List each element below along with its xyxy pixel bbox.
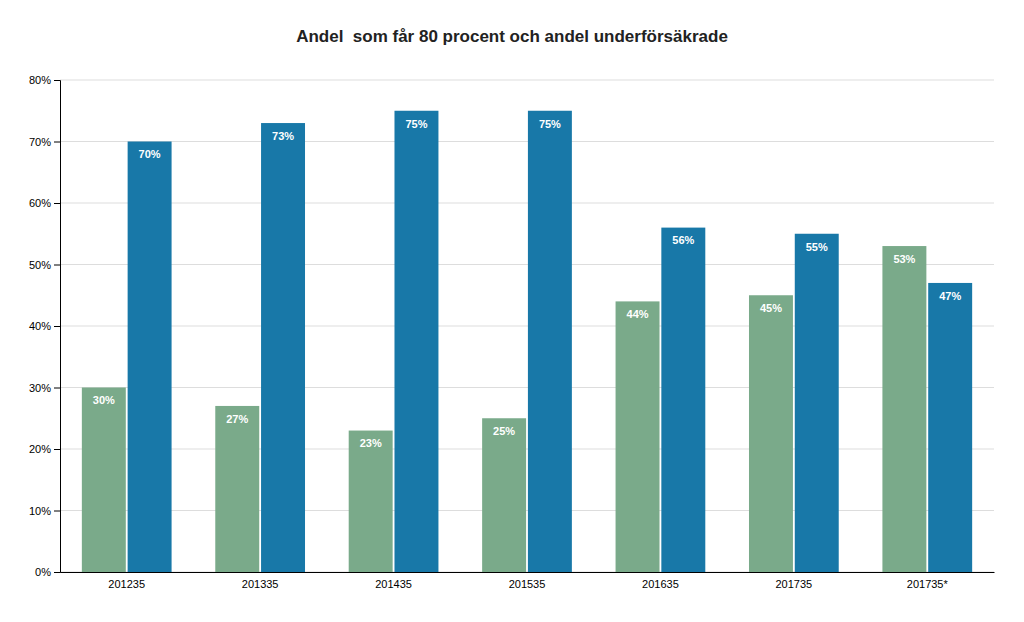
grid-line [60,449,994,450]
y-axis-line [54,81,61,573]
data-label: 47% [939,290,961,302]
y-tick-label: 20% [29,443,51,455]
x-axis: 201235 201335 201435 201535 201635 201735 2017… [61,573,995,591]
x-tick: 201435 [375,578,412,590]
bar [749,295,793,572]
bar [394,111,438,572]
data-label: 25% [493,425,515,437]
y-tick: 20% [29,443,60,455]
bar [528,111,572,572]
grid-line [60,264,994,265]
y-tick-label: 0% [35,566,51,578]
chart: Andel som får 80 procent och andel under… [0,0,1024,622]
y-tick-mark [54,572,60,573]
y-axis: 0% 10% 20% 30% 40% 50% 60% 70% 80% [29,74,61,578]
y-tick-mark [54,203,60,204]
bar [215,406,259,572]
y-tick-mark [54,80,60,81]
bar [882,246,926,572]
y-tick: 10% [29,505,60,517]
x-tick-label: 201335 [242,578,279,590]
data-label: 23% [360,437,382,449]
data-label: 27% [226,413,248,425]
grid-line [60,141,994,142]
y-tick-label: 80% [29,74,51,86]
data-label: 53% [893,253,915,265]
bar [616,301,660,572]
data-label: 75% [405,118,427,130]
y-tick-mark [54,142,60,143]
grid-line [60,203,994,204]
bar [82,388,126,573]
data-labels: 30% 27% 23% 25% 44% 45% 53% 70% 73% 75% 75% 56% 55% 4… [93,118,962,450]
x-tick-label: 201535 [509,578,546,590]
y-tick-mark [54,449,60,450]
x-tick-label: 201635 [642,578,679,590]
y-tick: 70% [29,136,60,148]
bar [661,228,705,572]
x-axis-line [61,572,995,573]
x-tick-label: 201235 [108,578,145,590]
y-tick: 80% [29,74,60,86]
data-label: 55% [806,241,828,253]
x-tick: 201735* [907,578,949,590]
grid [60,80,994,572]
y-tick-label: 50% [29,259,51,271]
grid-line [60,510,994,511]
y-tick-mark [54,265,60,266]
y-tick-label: 10% [29,505,51,517]
data-label: 75% [539,118,561,130]
y-tick-mark [54,511,60,512]
y-tick-label: 70% [29,136,51,148]
data-label: 56% [672,234,694,246]
y-tick-mark [54,326,60,327]
grid-line [60,387,994,388]
x-tick: 201335 [242,578,279,590]
grid-line [60,572,994,573]
y-tick-label: 30% [29,382,51,394]
y-tick-mark [54,388,60,389]
x-tick-label: 201735 [775,578,812,590]
y-tick-label: 40% [29,320,51,332]
bar [261,123,305,572]
bar [128,142,172,573]
bar [349,431,393,572]
y-tick: 30% [29,382,60,394]
y-tick-label: 60% [29,197,51,209]
x-tick: 201735 [775,578,812,590]
x-tick: 201535 [509,578,546,590]
data-label: 45% [760,302,782,314]
data-label: 44% [627,308,649,320]
title: Andel som får 80 procent och andel under… [296,27,728,46]
data-label: 30% [93,394,115,406]
grid-line [60,80,994,81]
y-tick: 0% [35,566,60,578]
x-tick-label: 201735* [907,578,949,590]
data-label: 73% [272,130,294,142]
y-tick: 60% [29,197,60,209]
y-tick: 40% [29,320,60,332]
y-tick: 50% [29,259,60,271]
x-tick: 201235 [108,578,145,590]
bar [482,418,526,572]
data-label: 70% [139,148,161,160]
grid-line [60,326,994,327]
bar [795,234,839,572]
bars [82,111,972,572]
bar [928,283,972,572]
x-tick-label: 201435 [375,578,412,590]
x-tick: 201635 [642,578,679,590]
